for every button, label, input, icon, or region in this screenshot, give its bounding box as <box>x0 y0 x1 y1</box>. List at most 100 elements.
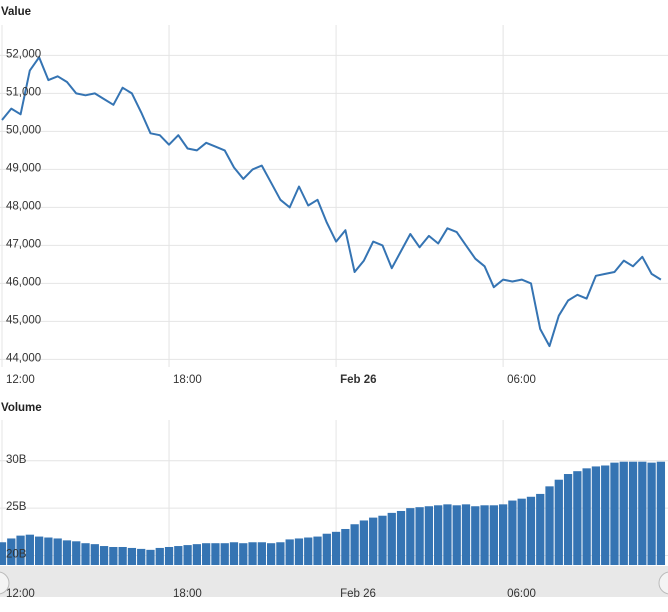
volume-bar <box>294 538 304 565</box>
volume-bar <box>582 468 591 565</box>
y-tick-label: 49,000 <box>6 162 41 174</box>
volume-bar <box>211 543 220 565</box>
volume-bar <box>341 528 350 565</box>
volume-bar <box>517 498 526 565</box>
volume-bar <box>25 534 34 565</box>
volume-bar <box>229 542 239 565</box>
volume-bar <box>322 533 331 565</box>
volume-bar <box>647 462 656 565</box>
x-tick-label: 12:00 <box>6 374 35 386</box>
volume-bar <box>573 471 582 565</box>
volume-bar <box>638 461 647 565</box>
volume-bar <box>155 547 164 565</box>
volume-bar <box>591 466 601 565</box>
volume-bar <box>90 544 99 565</box>
volume-bar <box>285 539 294 565</box>
scroll-handle <box>658 571 668 595</box>
volume-bar <box>489 505 498 565</box>
x-tick-label: Feb 26 <box>340 588 376 600</box>
x-tick-label: 06:00 <box>507 588 536 600</box>
value-line <box>1 56 662 348</box>
volume-bar <box>471 506 480 565</box>
y-tick-label: 48,000 <box>6 200 41 212</box>
volume-bar <box>164 546 174 565</box>
volume-bar <box>498 504 508 565</box>
volume-bar <box>545 486 554 565</box>
volume-bar <box>53 538 62 565</box>
volume-bar <box>563 474 573 565</box>
volume-bar <box>526 496 536 565</box>
volume-bar <box>628 461 638 565</box>
volume-bar <box>452 505 461 565</box>
volume-bar <box>127 547 137 565</box>
x-tick-label: 12:00 <box>6 588 35 600</box>
volume-bar <box>619 461 628 565</box>
x-tick-label: Feb 26 <box>340 374 376 386</box>
volume-bar <box>34 536 44 565</box>
volume-bar <box>137 548 146 565</box>
volume-bar <box>461 504 471 565</box>
volume-bar <box>554 479 563 565</box>
x-tick-label: 06:00 <box>507 374 536 386</box>
y-tick-label: 47,000 <box>6 238 41 250</box>
chart-title: Volume <box>1 402 42 414</box>
volume-bar <box>443 504 452 565</box>
volume-bar <box>536 493 545 565</box>
volume-bar <box>415 507 424 565</box>
volume-bar <box>424 506 434 565</box>
volume-bar <box>109 546 118 565</box>
volume-bar <box>434 505 443 565</box>
x-tick-label: 18:00 <box>173 374 202 386</box>
volume-bar <box>406 508 415 565</box>
volume-bar <box>7 538 16 565</box>
volume-bar <box>81 543 90 565</box>
plot <box>0 25 668 367</box>
volume-bar <box>610 462 619 565</box>
x-tick-label: 18:00 <box>173 588 202 600</box>
volume-bar <box>174 546 183 565</box>
y-tick-label: 30B <box>6 454 27 466</box>
y-tick-label: 44,000 <box>6 352 41 364</box>
volume-bar <box>72 541 81 565</box>
volume-bar <box>239 543 248 565</box>
volume-bar <box>62 540 72 565</box>
volume-bar <box>601 465 610 565</box>
volume-bar <box>257 542 266 565</box>
scroll-handle <box>0 571 10 595</box>
volume-bar <box>44 537 53 565</box>
y-tick-label: 46,000 <box>6 276 41 288</box>
volume-bar <box>304 537 313 565</box>
volume-bar <box>202 543 211 565</box>
volume-bar <box>350 524 359 565</box>
volume-bar <box>369 517 378 565</box>
volume-bar <box>0 542 7 565</box>
volume-bar <box>331 531 341 565</box>
volume-bar <box>396 510 406 565</box>
volume-bar <box>359 520 369 565</box>
volume-bar <box>192 544 202 565</box>
volume-bar <box>16 535 25 565</box>
volume-bar <box>220 543 229 565</box>
chart-title: Value <box>1 6 31 18</box>
volume-bar <box>183 545 192 565</box>
volume-bar <box>508 500 517 565</box>
y-tick-label: 25B <box>6 501 27 513</box>
volume-bar <box>266 543 276 565</box>
y-tick-label: 45,000 <box>6 314 41 326</box>
y-tick-label: 20B <box>6 549 27 561</box>
volume-bar <box>146 549 155 565</box>
navigator <box>0 566 668 597</box>
volume-bar <box>248 542 257 565</box>
volume-bar <box>313 536 322 565</box>
volume-bar <box>276 542 285 565</box>
y-tick-label: 50,000 <box>6 124 41 136</box>
volume-bar <box>378 515 387 565</box>
volume-bar <box>480 505 489 565</box>
y-tick-label: 51,000 <box>6 86 41 98</box>
volume-bar <box>118 546 127 565</box>
volume-bar <box>656 461 666 565</box>
volume-bar <box>387 512 396 565</box>
volume-bar <box>99 546 109 565</box>
y-tick-label: 52,000 <box>6 48 41 60</box>
